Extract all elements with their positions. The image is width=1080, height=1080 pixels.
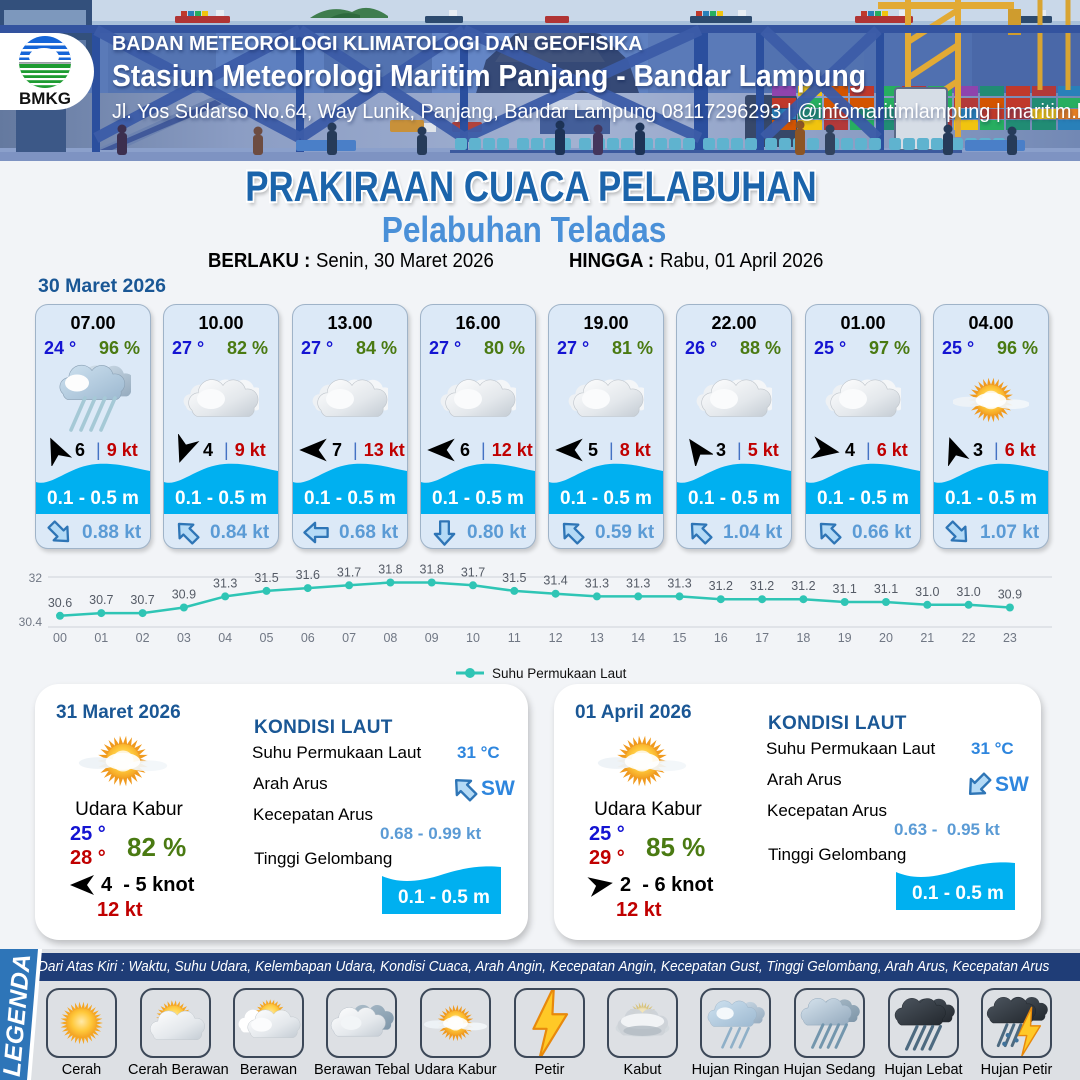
svg-text:31.0: 31.0	[915, 585, 939, 599]
svg-text:30.4: 30.4	[19, 615, 43, 629]
svg-text:31.2: 31.2	[791, 579, 815, 593]
svg-text:31.5: 31.5	[502, 571, 526, 585]
svg-text:32: 32	[29, 571, 43, 585]
svg-text:31.3: 31.3	[213, 576, 237, 590]
svg-text:21: 21	[920, 631, 934, 645]
svg-text:0.1 - 0.5 m: 0.1 - 0.5 m	[398, 887, 490, 908]
svg-text:31.5: 31.5	[254, 571, 278, 585]
svg-text:30.6: 30.6	[48, 596, 72, 610]
svg-text:16: 16	[714, 631, 728, 645]
svg-text:31.2: 31.2	[709, 579, 733, 593]
svg-text:01: 01	[94, 631, 108, 645]
svg-text:31.0: 31.0	[956, 585, 980, 599]
svg-text:05: 05	[260, 631, 274, 645]
svg-text:10: 10	[466, 631, 480, 645]
svg-text:31.3: 31.3	[626, 576, 650, 590]
svg-text:31.7: 31.7	[337, 565, 361, 579]
svg-text:20: 20	[879, 631, 893, 645]
svg-text:00: 00	[53, 631, 67, 645]
svg-text:15: 15	[673, 631, 687, 645]
svg-text:13: 13	[590, 631, 604, 645]
svg-text:30.7: 30.7	[89, 593, 113, 607]
svg-text:03: 03	[177, 631, 191, 645]
svg-text:30.9: 30.9	[998, 588, 1022, 602]
svg-text:31.3: 31.3	[667, 576, 691, 590]
svg-text:0.1 - 0.5 m: 0.1 - 0.5 m	[912, 883, 1004, 904]
svg-text:31.3: 31.3	[585, 576, 609, 590]
svg-text:30.9: 30.9	[172, 588, 196, 602]
svg-text:31.1: 31.1	[874, 582, 898, 596]
svg-text:22: 22	[962, 631, 976, 645]
svg-text:23: 23	[1003, 631, 1017, 645]
svg-text:09: 09	[425, 631, 439, 645]
svg-text:17: 17	[755, 631, 769, 645]
svg-text:02: 02	[136, 631, 150, 645]
svg-text:31.7: 31.7	[461, 565, 485, 579]
svg-text:31.6: 31.6	[296, 568, 320, 582]
svg-text:Suhu Permukaan Laut: Suhu Permukaan Laut	[492, 666, 627, 681]
svg-text:BMKG: BMKG	[19, 89, 71, 108]
svg-text:31.4: 31.4	[543, 574, 567, 588]
svg-text:07: 07	[342, 631, 356, 645]
svg-text:31.2: 31.2	[750, 579, 774, 593]
svg-text:14: 14	[631, 631, 645, 645]
svg-text:12: 12	[549, 631, 563, 645]
svg-text:31.8: 31.8	[420, 563, 444, 577]
svg-text:08: 08	[383, 631, 397, 645]
svg-text:31.1: 31.1	[833, 582, 857, 596]
svg-text:31.8: 31.8	[378, 563, 402, 577]
svg-text:19: 19	[838, 631, 852, 645]
svg-text:04: 04	[218, 631, 232, 645]
svg-text:30.7: 30.7	[130, 593, 154, 607]
svg-text:18: 18	[796, 631, 810, 645]
svg-text:06: 06	[301, 631, 315, 645]
svg-text:11: 11	[508, 631, 521, 645]
